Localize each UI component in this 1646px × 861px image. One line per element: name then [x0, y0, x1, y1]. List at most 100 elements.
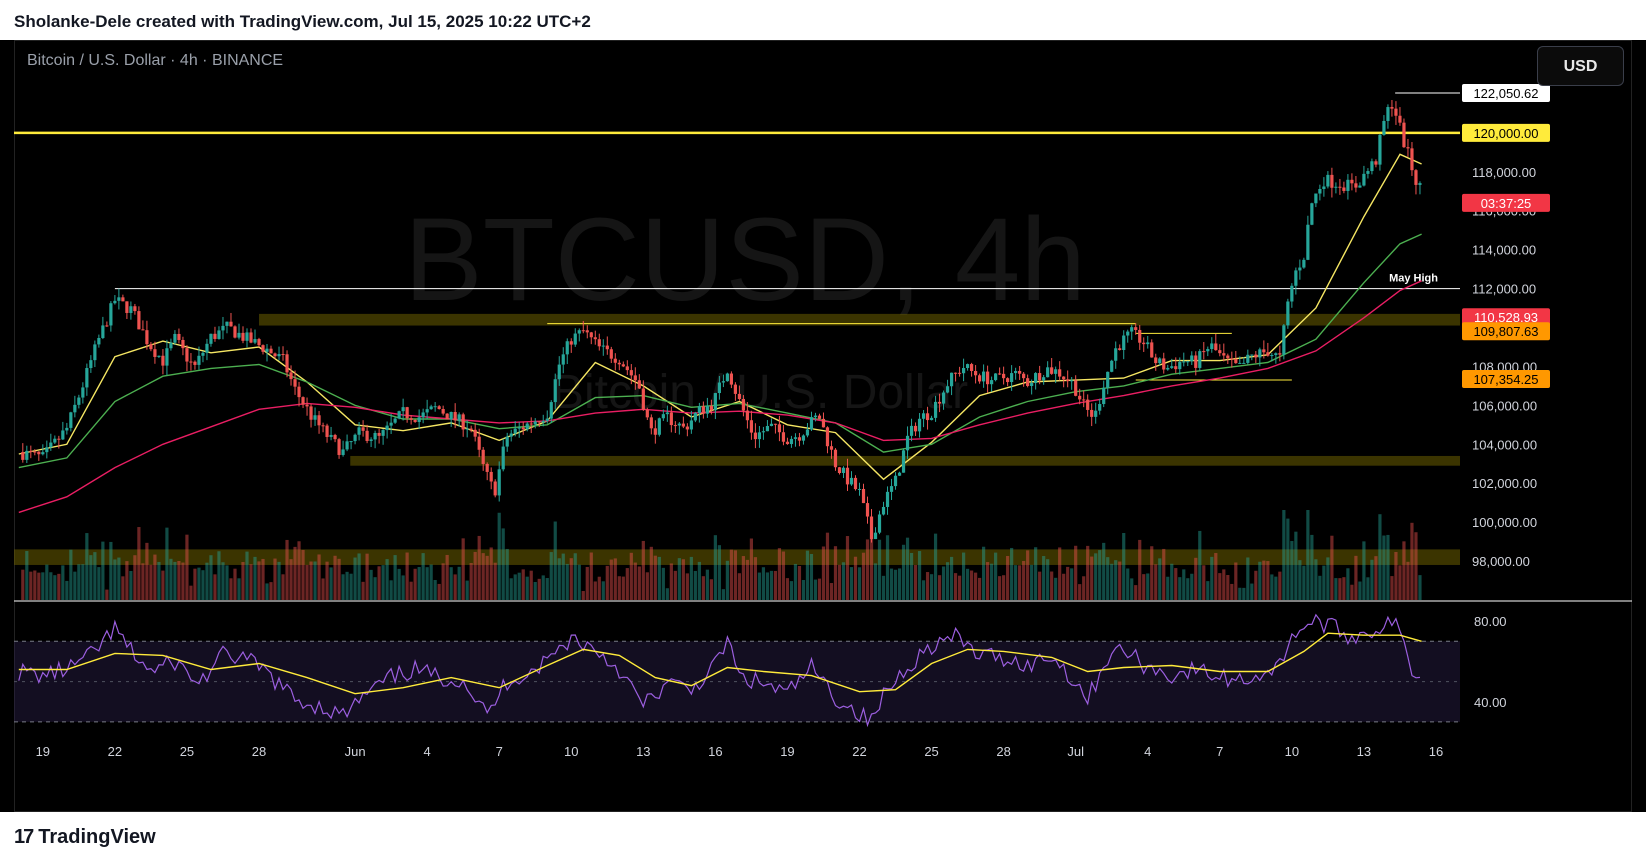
x-tick-label: 19 — [36, 744, 50, 759]
volume-bar — [693, 570, 697, 600]
volume-bar — [1074, 545, 1078, 600]
volume-bar — [37, 572, 41, 600]
volume-bar — [873, 563, 878, 600]
volume-bar — [177, 560, 181, 600]
volume-bar — [117, 557, 121, 600]
candle-body — [393, 418, 397, 423]
volume-bar — [305, 564, 309, 600]
candle-body — [137, 311, 141, 330]
candle-body — [461, 414, 465, 430]
volume-bar — [1234, 562, 1238, 600]
candle-body — [1398, 115, 1402, 123]
y-tick-label: 114,000.00 — [1472, 243, 1536, 258]
level-label: May High — [1389, 273, 1438, 285]
candle-body — [721, 381, 725, 383]
candle-body — [873, 532, 878, 540]
volume-bar — [269, 582, 273, 600]
candle-body — [45, 447, 49, 453]
candle-body — [1126, 331, 1130, 336]
candle-body — [217, 330, 221, 339]
volume-bar — [729, 549, 733, 600]
volume-bar — [1346, 568, 1350, 600]
volume-bar — [313, 561, 317, 600]
candle-body — [573, 333, 577, 345]
volume-bar — [237, 578, 241, 600]
candle-body — [1150, 342, 1154, 358]
volume-bar — [189, 585, 193, 600]
volume-bar — [1206, 581, 1210, 600]
volume-bar — [133, 555, 137, 600]
x-tick-label: 22 — [108, 744, 122, 759]
tradingview-logo[interactable]: 17 TradingView — [14, 826, 156, 849]
price-label-box — [1462, 322, 1550, 341]
volume-bar — [149, 564, 153, 600]
candle-body — [25, 450, 29, 460]
price-label-box — [1462, 308, 1550, 327]
y-tick-label: 98,000.00 — [1472, 554, 1530, 569]
candle-body — [261, 345, 265, 352]
volume-bar — [781, 551, 786, 600]
volume-bar — [65, 580, 69, 600]
volume-bar — [685, 573, 689, 600]
volume-bar — [325, 561, 329, 600]
volume-bar — [477, 535, 481, 600]
volume-bar — [1262, 560, 1266, 600]
volume-bar — [961, 552, 966, 600]
volume-bar — [589, 552, 593, 600]
volume-bar — [397, 568, 401, 600]
volume-bar — [473, 551, 477, 600]
attribution-text: Sholanke-Dele created with TradingView.c… — [14, 12, 591, 31]
volume-bar — [1382, 535, 1386, 600]
volume-bar — [953, 573, 958, 600]
candle-body — [665, 412, 669, 415]
candle-body — [1330, 174, 1334, 188]
volume-bar — [21, 569, 25, 600]
candle-body — [269, 348, 273, 354]
rsi-tick-label: 40.00 — [1474, 695, 1507, 710]
volume-bar — [1258, 561, 1262, 600]
candle-body — [1254, 354, 1258, 358]
volume-bar — [213, 574, 217, 600]
candle-body — [1174, 366, 1178, 370]
volume-bar — [1398, 565, 1402, 600]
candle-body — [769, 423, 774, 427]
candle-body — [1198, 351, 1202, 368]
volume-bar — [661, 567, 665, 600]
currency-button[interactable]: USD — [1537, 46, 1624, 86]
y-tick-label: 112,000.00 — [1472, 282, 1536, 297]
volume-bar — [513, 574, 517, 600]
candle-body — [597, 339, 601, 347]
candle-body — [701, 406, 705, 414]
candle-body — [309, 406, 313, 420]
volume-bar — [1246, 557, 1250, 600]
candle-body — [1298, 267, 1302, 271]
candle-body — [1002, 373, 1006, 379]
candle-body — [1042, 377, 1046, 381]
volume-bar — [193, 568, 197, 600]
volume-bar — [649, 546, 653, 600]
x-tick-label: Jul — [1067, 744, 1084, 759]
volume-bar — [897, 568, 902, 600]
volume-bar — [181, 562, 185, 600]
candle-body — [1214, 343, 1218, 351]
candle-body — [385, 425, 389, 431]
volume-bar — [1286, 518, 1290, 600]
candle-body — [337, 439, 341, 455]
candle-body — [689, 420, 693, 430]
candle-body — [509, 433, 513, 437]
volume-bar — [877, 539, 882, 600]
volume-bar — [1354, 555, 1358, 600]
volume-bar — [369, 569, 373, 600]
volume-bar — [1094, 553, 1098, 600]
volume-bar — [1194, 557, 1198, 600]
candle-body — [945, 386, 950, 393]
candle-body — [633, 375, 637, 381]
volume-bar — [833, 546, 838, 600]
candle-body — [565, 341, 569, 355]
volume-bar — [1126, 568, 1130, 600]
x-tick-label: 13 — [1357, 744, 1371, 759]
volume-bar — [737, 573, 742, 600]
candle-body — [1306, 224, 1310, 260]
candle-body — [1386, 107, 1390, 121]
